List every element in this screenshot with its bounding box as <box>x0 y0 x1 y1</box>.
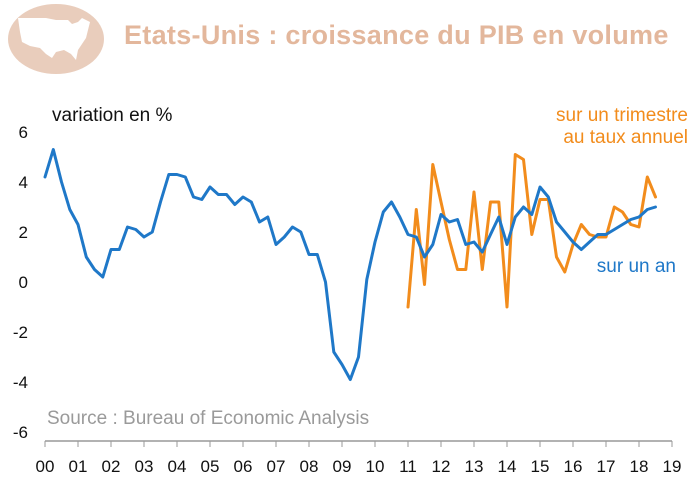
y-tick-label: 4 <box>19 173 28 192</box>
series-label-quarterly: sur un trimestre <box>556 105 688 126</box>
usa-map-badge <box>8 4 104 74</box>
x-axis: 00 01 02 03 04 05 06 07 08 09 10 11 12 13 14 15 16 17 18 19 <box>36 440 682 476</box>
x-tick-label: 18 <box>630 457 649 476</box>
x-tick-label: 02 <box>102 457 121 476</box>
x-tick-label: 03 <box>135 457 154 476</box>
x-tick-label: 06 <box>234 457 253 476</box>
y-tick-label: -6 <box>13 423 28 442</box>
x-tick-label: 01 <box>69 457 88 476</box>
x-tick-label: 10 <box>366 457 385 476</box>
usa-map-icon <box>18 18 90 60</box>
x-tick-label: 05 <box>201 457 220 476</box>
series-label-annual: sur un an <box>597 256 676 277</box>
series-label-quarterly: au taux annuel <box>563 127 688 148</box>
y-tick-label: 0 <box>19 273 28 292</box>
y-tick-labels: 6 4 2 0 -2 -4 -6 <box>13 123 28 442</box>
x-tick-label: 17 <box>597 457 616 476</box>
y-axis-label: variation en % <box>52 105 173 126</box>
y-tick-label: -2 <box>13 323 28 342</box>
chart-title: Etats-Unis : croissance du PIB en volume <box>124 20 669 50</box>
x-tick-label: 07 <box>267 457 286 476</box>
x-tick-label: 14 <box>498 457 517 476</box>
series-annual-line <box>43 148 657 381</box>
y-tick-label: 2 <box>19 223 28 242</box>
header: Etats-Unis : croissance du PIB en volume <box>0 0 695 80</box>
x-tick-label: 00 <box>36 457 55 476</box>
series-quarterly-line <box>406 153 657 309</box>
x-tick-label: 16 <box>564 457 583 476</box>
source-note: Source : Bureau of Economic Analysis <box>47 408 369 429</box>
chart-series <box>43 148 657 381</box>
x-tick-label: 19 <box>663 457 682 476</box>
x-tick-label: 11 <box>399 457 417 476</box>
x-tick-label: 04 <box>168 457 187 476</box>
x-tick-label: 12 <box>432 457 451 476</box>
x-tick-label: 15 <box>531 457 550 476</box>
x-tick-label: 09 <box>333 457 352 476</box>
y-tick-label: -4 <box>13 373 28 392</box>
x-tick-label: 13 <box>465 457 484 476</box>
y-tick-label: 6 <box>19 123 28 142</box>
x-tick-label: 08 <box>300 457 319 476</box>
